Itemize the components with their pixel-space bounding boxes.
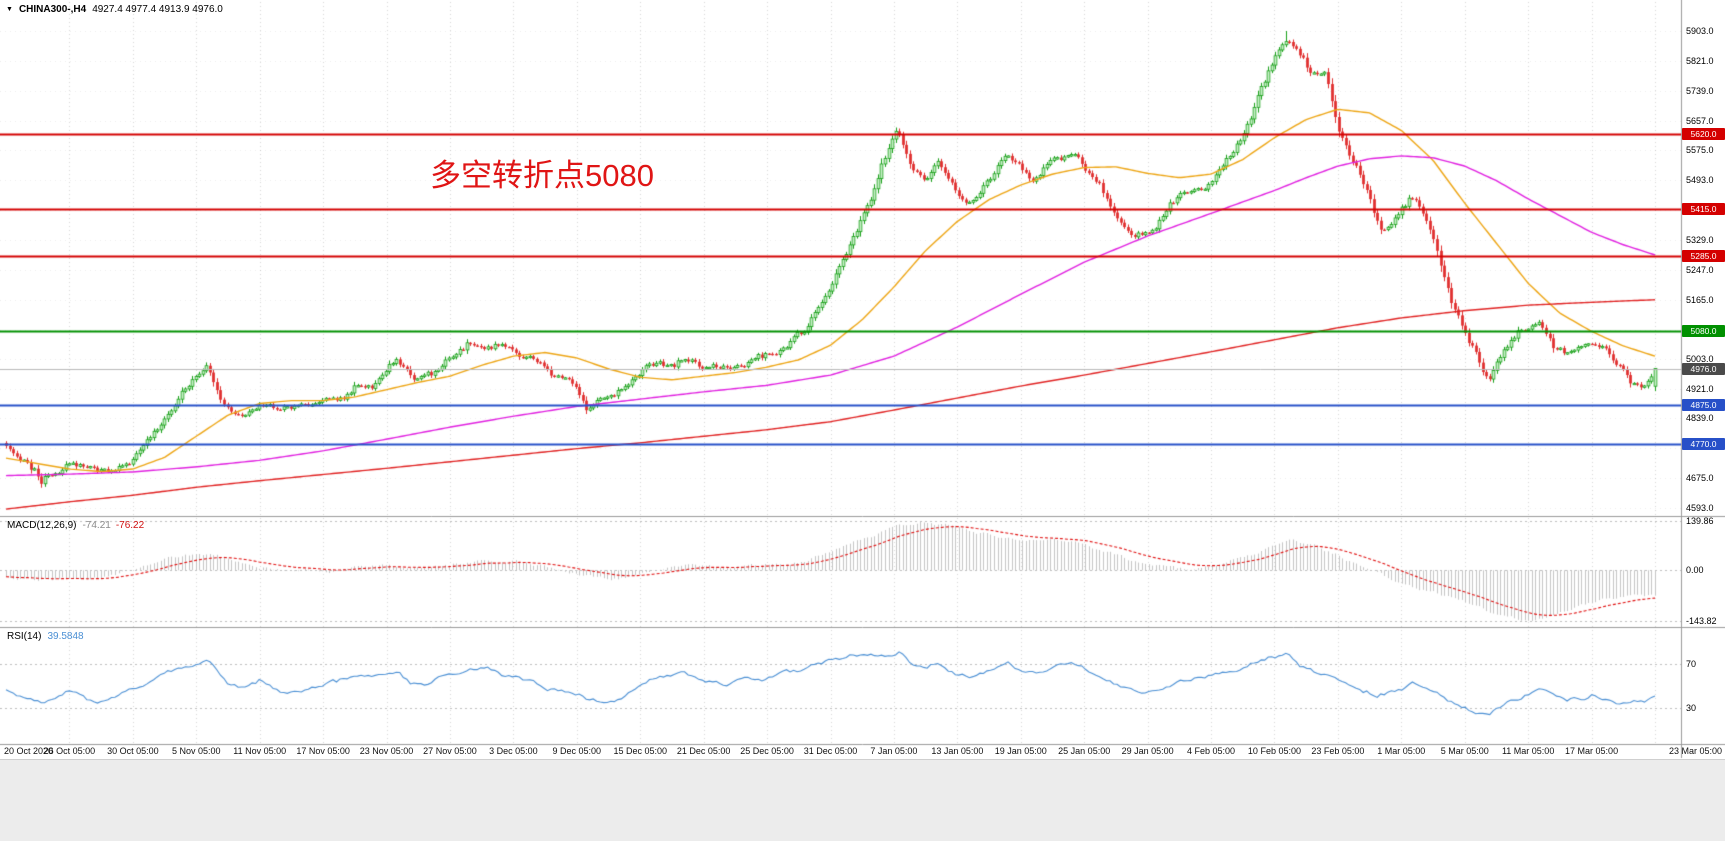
- time-axis-label: 21 Dec 05:00: [676, 746, 731, 756]
- time-axis-label: 15 Dec 05:00: [613, 746, 667, 756]
- time-axis-label: 20 Oct 2020: [4, 746, 54, 756]
- price-tick-label: 4675.0: [1686, 473, 1714, 484]
- time-axis-label: 5 Mar 05:00: [1440, 746, 1489, 756]
- price-tick-label: 5903.0: [1686, 26, 1714, 36]
- price-tick-label: 5329.0: [1686, 235, 1714, 245]
- time-axis-label: 13 Jan 05:00: [931, 746, 984, 756]
- time-axis-label: 31 Dec 05:00: [803, 746, 858, 756]
- time-axis-label: 19 Jan 05:00: [994, 746, 1047, 756]
- rsi-value: 39.5848: [47, 631, 84, 642]
- price-tick-label: 5821.0: [1686, 55, 1714, 66]
- time-axis-label: 1 Mar 05:00: [1377, 746, 1426, 756]
- time-axis-label: 11 Mar 05:00: [1501, 746, 1555, 756]
- symbol-name: CHINA300-,H4: [18, 4, 87, 15]
- rsi-name: RSI(14): [7, 631, 42, 642]
- macd-signal-value: -76.22: [115, 520, 145, 531]
- symbol-ohlc-values: 4927.4 4977.4 4913.9 4976.0: [92, 4, 223, 15]
- price-tick-label: 5657.0: [1686, 115, 1714, 126]
- price-tick-label: 5003.0: [1686, 353, 1714, 364]
- price-tick-label: 5739.0: [1686, 85, 1714, 96]
- time-axis-label: 4 Feb 05:00: [1187, 746, 1236, 756]
- chart-annotation-text: 多空转折点5080: [430, 158, 654, 193]
- time-axis-label: 29 Jan 05:00: [1121, 746, 1174, 756]
- time-axis-label: 5 Nov 05:00: [171, 746, 221, 756]
- level-price-badge: 5415.0: [1682, 202, 1725, 215]
- time-axis-label: 17 Nov 05:00: [296, 746, 350, 756]
- price-tick-label: 4593.0: [1686, 503, 1714, 513]
- symbol-header: ▼ CHINA300-,H4 4927.4 4977.4 4913.9 4976…: [6, 4, 223, 15]
- level-price-badge: 5285.0: [1682, 250, 1725, 263]
- rsi-indicator-label: RSI(14) 39.5848: [7, 631, 84, 642]
- time-axis-label: 11 Nov 05:00: [233, 746, 287, 756]
- level-price-badge: 4976.0: [1682, 362, 1725, 375]
- level-price-badge: 4770.0: [1682, 437, 1725, 450]
- rsi-axis-label: 30: [1686, 703, 1697, 714]
- time-axis-label: 25 Dec 05:00: [740, 746, 794, 756]
- price-tick-label: 4921.0: [1686, 383, 1714, 394]
- price-tick-label: 5247.0: [1686, 264, 1714, 275]
- macd-indicator-label: MACD(12,26,9) -74.21 -76.22: [7, 520, 144, 531]
- chart-canvas[interactable]: [0, 0, 1725, 760]
- price-tick-label: 4839.0: [1686, 413, 1714, 424]
- time-axis-label: 7 Jan 05:00: [870, 746, 918, 756]
- macd-axis-label: 0.00: [1686, 565, 1704, 576]
- time-axis-label: 23 Mar 05:00: [1668, 746, 1722, 756]
- level-price-badge: 4875.0: [1682, 399, 1725, 412]
- time-axis-label: 27 Nov 05:00: [423, 746, 477, 756]
- level-price-badge: 5620.0: [1682, 128, 1725, 141]
- time-axis-label: 26 Oct 05:00: [43, 746, 96, 756]
- time-axis-label: 9 Dec 05:00: [552, 746, 602, 756]
- time-axis-label: 25 Jan 05:00: [1058, 746, 1111, 756]
- time-axis-label: 3 Dec 05:00: [489, 746, 538, 756]
- chart-collapse-icon[interactable]: ▼: [6, 5, 13, 13]
- time-axis-label: 10 Feb 05:00: [1247, 746, 1301, 756]
- price-tick-label: 5493.0: [1686, 175, 1714, 186]
- rsi-axis-label: 70: [1686, 658, 1697, 669]
- price-tick-label: 5575.0: [1686, 145, 1714, 156]
- macd-axis-label: 139.86: [1686, 516, 1714, 526]
- time-axis-label: 23 Nov 05:00: [359, 746, 414, 756]
- level-price-badge: 5080.0: [1682, 324, 1725, 337]
- time-axis-label: 30 Oct 05:00: [107, 746, 159, 756]
- window-footer: [0, 759, 1725, 841]
- macd-axis-label: -143.82: [1686, 616, 1717, 626]
- macd-main-value: -74.21: [82, 520, 111, 531]
- time-axis-label: 23 Feb 05:00: [1311, 746, 1365, 756]
- macd-name: MACD(12,26,9): [7, 520, 77, 531]
- price-tick-label: 5165.0: [1686, 294, 1714, 305]
- time-axis-label: 17 Mar 05:00: [1565, 746, 1619, 756]
